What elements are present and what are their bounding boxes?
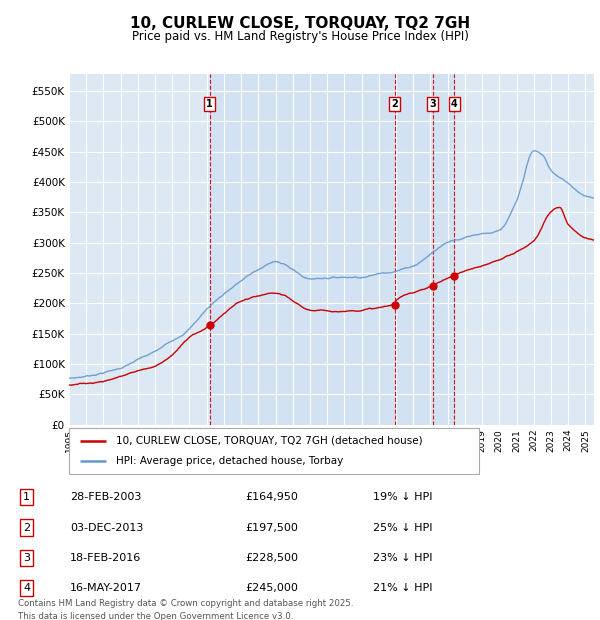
Text: 21% ↓ HPI: 21% ↓ HPI [373, 583, 433, 593]
Text: 23% ↓ HPI: 23% ↓ HPI [373, 553, 433, 563]
Text: 1: 1 [206, 99, 213, 109]
Text: 4: 4 [451, 99, 458, 109]
Text: £228,500: £228,500 [245, 553, 298, 563]
Text: £245,000: £245,000 [245, 583, 298, 593]
Bar [209, 74, 454, 425]
Text: 16-MAY-2017: 16-MAY-2017 [70, 583, 142, 593]
Text: This data is licensed under the Open Government Licence v3.0.: This data is licensed under the Open Gov… [18, 612, 293, 620]
Text: 4: 4 [23, 583, 30, 593]
Text: 1: 1 [23, 492, 30, 502]
Text: 19% ↓ HPI: 19% ↓ HPI [373, 492, 433, 502]
Text: 25% ↓ HPI: 25% ↓ HPI [373, 523, 433, 533]
Text: 3: 3 [23, 553, 30, 563]
Text: 2: 2 [391, 99, 398, 109]
Text: 28-FEB-2003: 28-FEB-2003 [70, 492, 142, 502]
Text: 10, CURLEW CLOSE, TORQUAY, TQ2 7GH: 10, CURLEW CLOSE, TORQUAY, TQ2 7GH [130, 16, 470, 30]
Text: Contains HM Land Registry data © Crown copyright and database right 2025.: Contains HM Land Registry data © Crown c… [18, 599, 353, 608]
Text: HPI: Average price, detached house, Torbay: HPI: Average price, detached house, Torb… [116, 456, 343, 466]
Text: 2: 2 [23, 523, 30, 533]
FancyBboxPatch shape [69, 428, 479, 474]
Text: £164,950: £164,950 [245, 492, 298, 502]
Text: Price paid vs. HM Land Registry's House Price Index (HPI): Price paid vs. HM Land Registry's House … [131, 30, 469, 43]
Text: 18-FEB-2016: 18-FEB-2016 [70, 553, 142, 563]
Text: £197,500: £197,500 [245, 523, 298, 533]
Text: 03-DEC-2013: 03-DEC-2013 [70, 523, 143, 533]
Text: 3: 3 [429, 99, 436, 109]
Text: 10, CURLEW CLOSE, TORQUAY, TQ2 7GH (detached house): 10, CURLEW CLOSE, TORQUAY, TQ2 7GH (deta… [116, 436, 423, 446]
